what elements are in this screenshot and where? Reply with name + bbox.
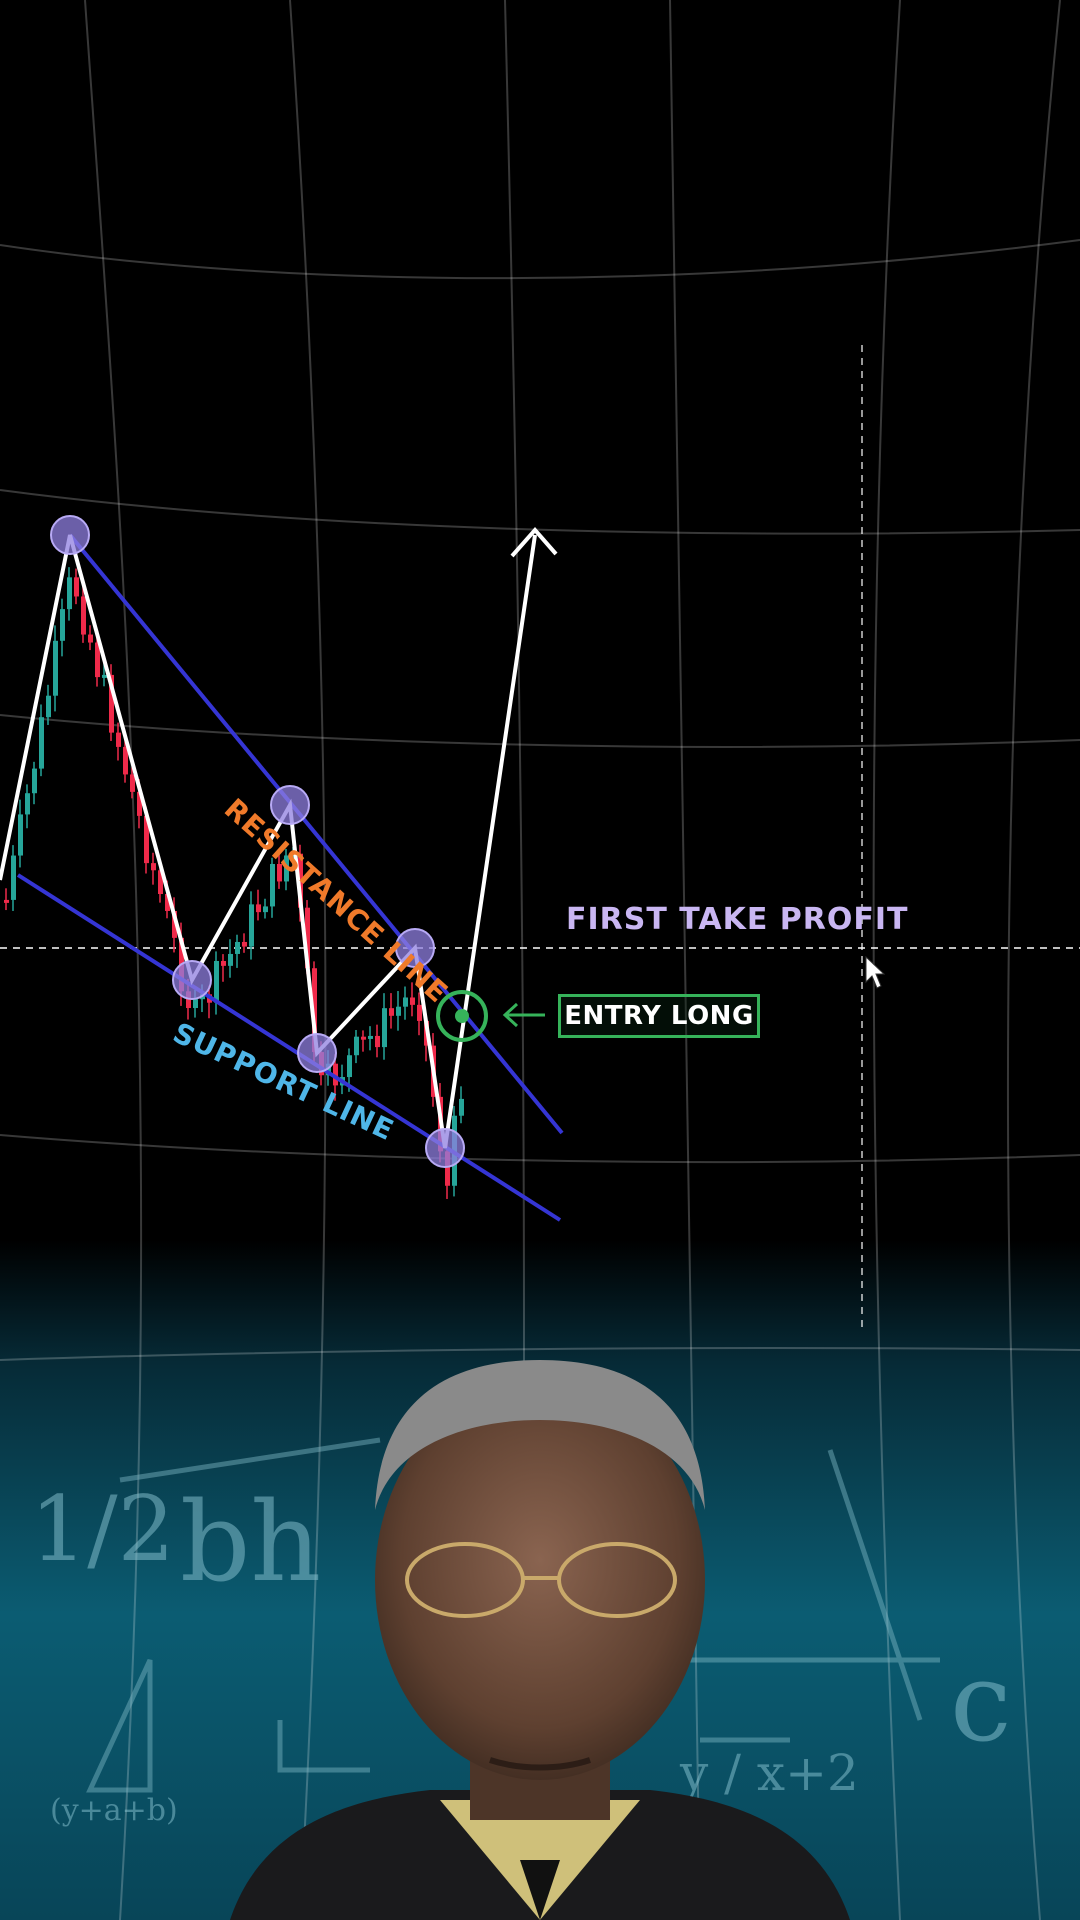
candle-body: [11, 855, 16, 900]
candle-body: [410, 997, 415, 1005]
candle-body: [417, 1004, 422, 1021]
candle-body: [137, 791, 142, 816]
candle-body: [144, 815, 149, 864]
pivot-point: [297, 1033, 337, 1073]
chalk-text-c: c: [950, 1638, 1012, 1766]
arrow-up-icon: [510, 526, 558, 558]
candle-body: [354, 1036, 359, 1056]
entry-long-box: ENTRY LONG: [558, 994, 760, 1038]
candle-body: [347, 1055, 352, 1078]
candle-body: [4, 899, 9, 903]
candle-body: [18, 814, 23, 856]
candle-body: [312, 968, 317, 1053]
candle-body: [39, 717, 44, 769]
candle-body: [165, 894, 170, 911]
candle-body: [305, 907, 310, 969]
candle-body: [102, 674, 107, 678]
candle-body: [389, 1008, 394, 1016]
candle-body: [277, 863, 282, 882]
chalk-text-sum: (y+a+b): [50, 1793, 178, 1828]
candle-body: [249, 904, 254, 947]
pivot-markers: [50, 515, 465, 1168]
candle-body: [221, 960, 226, 966]
candle-body: [60, 609, 65, 641]
candle-body: [403, 997, 408, 1007]
candle-body: [130, 774, 135, 792]
candle-body: [74, 577, 79, 597]
candle-body: [382, 1008, 387, 1048]
candle-body: [235, 941, 240, 954]
chalk-text-bh: bh: [180, 1478, 321, 1606]
candle-body: [81, 596, 86, 635]
pivot-point: [172, 960, 212, 1000]
candle-body: [368, 1035, 373, 1039]
candle-body: [151, 863, 156, 871]
chalk-text-half: 1/2: [30, 1477, 175, 1582]
pivot-point: [50, 515, 90, 555]
candle-body: [333, 1063, 338, 1086]
candle-body: [375, 1035, 380, 1048]
candle-body: [67, 577, 72, 610]
pivot-point: [395, 928, 435, 968]
candle-body: [459, 1098, 464, 1116]
candle-body: [284, 855, 289, 882]
mouse-pointer-icon: [865, 955, 886, 989]
arrow-left-icon: [502, 1002, 545, 1028]
candle-body: [95, 642, 100, 678]
candle-body: [214, 960, 219, 1003]
support-trendline: [16, 873, 562, 1222]
candle-body: [109, 674, 114, 733]
candle-body: [256, 904, 261, 913]
candle-body: [242, 941, 247, 947]
candle-body: [193, 999, 198, 1009]
candle-body: [158, 870, 163, 895]
entry-marker: [436, 990, 488, 1042]
price-zigzag-line: [0, 534, 537, 1149]
candle-body: [88, 634, 93, 643]
candle-body: [116, 732, 121, 747]
candlestick-series: [4, 567, 464, 1199]
candle-body: [53, 640, 58, 696]
first-take-profit-label: FIRST TAKE PROFIT: [566, 902, 909, 937]
entry-marker-dot: [455, 1009, 469, 1023]
candle-body: [298, 853, 303, 908]
candle-body: [228, 953, 233, 966]
candle-body: [46, 695, 51, 718]
entry-long-label: ENTRY LONG: [564, 1001, 754, 1031]
pivot-point: [425, 1128, 465, 1168]
chalk-text-ratio: y / x+2: [679, 1744, 859, 1802]
candle-body: [326, 1063, 331, 1076]
candle-body: [270, 863, 275, 907]
candle-body: [123, 746, 128, 775]
candle-body: [396, 1006, 401, 1016]
candle-body: [445, 1151, 450, 1186]
candle-body: [263, 906, 268, 913]
candle-body: [172, 910, 177, 938]
chalk-scribbles: [86, 1437, 940, 1793]
candle-body: [361, 1036, 366, 1040]
presenter-person: [230, 1360, 850, 1920]
candle-body: [32, 768, 37, 794]
candle-body: [25, 793, 30, 815]
pivot-point: [270, 785, 310, 825]
